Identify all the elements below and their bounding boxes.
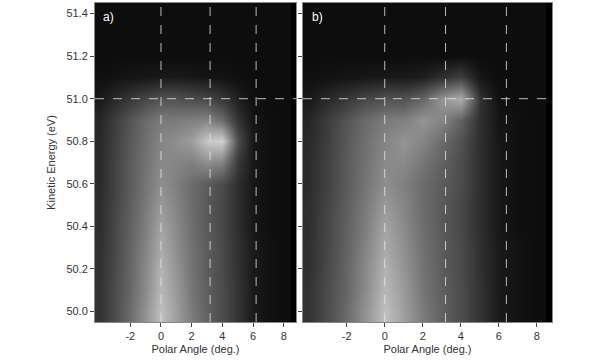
svg-text:Polar Angle (deg.): Polar Angle (deg.) <box>383 343 471 355</box>
svg-text:-2: -2 <box>125 330 135 342</box>
svg-text:0: 0 <box>158 330 164 342</box>
svg-text:0: 0 <box>382 330 388 342</box>
svg-text:8: 8 <box>281 330 287 342</box>
svg-text:51.4: 51.4 <box>66 7 87 19</box>
svg-text:Kinetic Energy (eV): Kinetic Energy (eV) <box>45 115 57 210</box>
svg-text:51.0: 51.0 <box>66 93 87 105</box>
svg-text:6: 6 <box>250 330 256 342</box>
svg-text:b): b) <box>312 10 323 24</box>
svg-text:2: 2 <box>420 330 426 342</box>
svg-text:2: 2 <box>189 330 195 342</box>
svg-text:6: 6 <box>496 330 502 342</box>
svg-text:a): a) <box>103 10 114 24</box>
svg-text:4: 4 <box>458 330 464 342</box>
svg-text:8: 8 <box>534 330 540 342</box>
svg-text:-2: -2 <box>342 330 352 342</box>
svg-text:50.2: 50.2 <box>66 263 87 275</box>
svg-text:51.2: 51.2 <box>66 50 87 62</box>
svg-text:50.8: 50.8 <box>66 135 87 147</box>
svg-text:50.4: 50.4 <box>66 220 87 232</box>
svg-text:50.6: 50.6 <box>66 178 87 190</box>
svg-text:Polar Angle (deg.): Polar Angle (deg.) <box>151 343 239 355</box>
svg-text:4: 4 <box>219 330 225 342</box>
svg-text:50.0: 50.0 <box>66 305 87 317</box>
